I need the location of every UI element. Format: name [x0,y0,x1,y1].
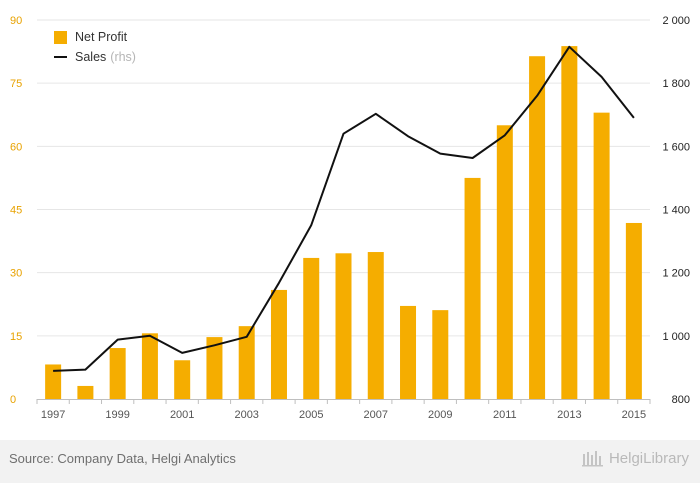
net-profit-bar [625,222,642,399]
legend-label-sales: Sales [75,50,107,64]
brand-logo: HelgiLibrary [581,449,689,467]
net-profit-bar [303,257,320,399]
legend-item-sales: Sales (rhs) [54,47,136,67]
x-tick-label: 2007 [364,409,388,421]
x-tick-label: 1999 [105,409,129,421]
y-left-tick-label: 60 [10,141,22,153]
y-left-tick-label: 90 [10,15,22,27]
y-right-tick-label: 1 000 [662,331,690,343]
legend: Net Profit Sales (rhs) [54,27,136,67]
legend-swatch-bar [54,30,67,44]
net-profit-bar [109,348,126,399]
net-profit-bar [335,253,352,399]
legend-swatch-line [54,56,67,58]
net-profit-bar [561,46,578,400]
x-tick-label: 2003 [234,409,258,421]
net-profit-bar [206,337,223,399]
net-profit-bar [141,333,158,399]
sales-line [53,45,635,372]
axes: 0 15 30 45 60 75 90 800 1 000 1 200 1 400 1 600 1 80… [10,15,690,421]
x-tick-label: 2005 [299,409,323,421]
net-profit-bar [496,125,513,400]
y-left-tick-label: 75 [10,78,22,90]
y-left-tick-label: 45 [10,205,22,217]
net-profit-bar [432,310,449,399]
net-profit-bar [400,305,417,399]
x-tick-label: 1997 [41,409,65,421]
x-tick-label: 2011 [493,409,517,421]
y-right-tick-label: 1 200 [662,268,690,280]
y-right-tick-label: 1 800 [662,78,690,90]
net-profit-bar [270,289,287,399]
net-profit-bar [593,112,610,400]
source-note: Source: Company Data, Helgi Analytics [9,451,236,466]
brand-name: HelgiLibrary [608,449,689,467]
x-tick-label: 2001 [170,409,194,421]
net-profit-bar [529,56,546,400]
x-tick-label: 2015 [622,409,646,421]
legend-label-net-profit: Net Profit [75,30,128,44]
y-left-tick-label: 30 [10,268,22,280]
net-profit-bars [45,46,642,400]
legend-item-net-profit: Net Profit [54,27,136,47]
y-right-tick-label: 1 400 [662,205,690,217]
x-tick-label: 2013 [557,409,581,421]
legend-note-rhs: (rhs) [110,50,136,64]
net-profit-bar [174,360,191,399]
footer: Source: Company Data, Helgi Analytics He… [0,440,700,483]
y-right-tick-label: 2 000 [662,15,690,27]
net-profit-bar [77,385,94,399]
net-profit-bar [45,364,62,399]
y-left-tick-label: 15 [10,331,22,343]
grid-lines [37,19,650,337]
net-profit-bar [367,252,384,399]
library-icon [581,451,603,467]
sales-line-layer [53,45,635,372]
x-tick-label: 2009 [428,409,452,421]
combo-chart: 0 15 30 45 60 75 90 800 1 000 1 200 1 400 1 600 1 80… [10,15,690,421]
y-left-tick-label: 0 [10,394,16,406]
net-profit-bar [238,326,255,399]
y-right-tick-label: 1 600 [662,141,690,153]
y-right-tick-label: 800 [672,394,690,406]
net-profit-bar [464,177,481,399]
